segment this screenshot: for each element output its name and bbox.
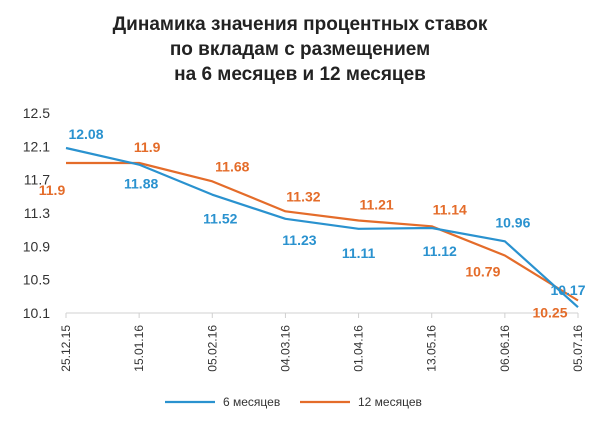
data-label-12-months: 11.9	[39, 182, 66, 198]
series-line-6-months	[65, 146, 579, 308]
data-label-12-months: 11.14	[433, 201, 467, 217]
chart-title-line: по вкладам с размещением	[170, 39, 430, 60]
data-label-12-months: 11.32	[286, 188, 320, 204]
data-label-12-months: 11.9	[134, 139, 161, 155]
x-tick-label: 05.02.16	[205, 325, 219, 372]
data-label-6-months: 11.88	[124, 176, 158, 192]
axes: 12.5 12.1 11.7 11.3 10.9 10.5 10.1 25.12.15 15.0…	[23, 105, 585, 372]
y-tick-label: 10.1	[23, 305, 50, 321]
chart-title-line: на 6 месяцев и 12 месяцев	[174, 64, 426, 85]
x-tick-label: 25.12.15	[59, 325, 73, 372]
legend-label: 12 месяцев	[358, 395, 422, 409]
x-tick-label: 15.01.16	[132, 325, 146, 372]
data-label-6-months: 10.17	[550, 282, 585, 298]
series-line-12-months	[66, 161, 579, 302]
data-label-12-months: 10.25	[532, 305, 567, 321]
data-label-12-months: 10.79	[465, 264, 500, 280]
series-lines	[65, 146, 579, 308]
data-label-6-months: 11.11	[342, 245, 376, 261]
data-label-12-months: 11.21	[359, 197, 393, 213]
y-tick-label: 11.3	[24, 205, 50, 221]
data-label-6-months: 12.08	[68, 126, 103, 142]
data-label-6-months: 10.96	[495, 214, 530, 230]
y-tick-label: 10.5	[23, 272, 50, 288]
x-tick-label: 04.03.16	[278, 325, 292, 372]
legend-label: 6 месяцев	[223, 395, 280, 409]
chart-title: Динамика значения процентных ставок по вк…	[113, 14, 488, 85]
x-tick-label: 06.06.16	[498, 325, 512, 372]
y-tick-label: 12.1	[23, 138, 50, 154]
x-tick-label: 01.04.16	[352, 325, 366, 372]
x-tick-label: 13.05.16	[425, 325, 439, 372]
legend: 6 месяцев 12 месяцев	[165, 395, 422, 409]
y-tick-label: 12.5	[23, 105, 50, 121]
data-label-6-months: 11.23	[282, 232, 316, 248]
x-tick-label: 05.07.16	[571, 325, 585, 372]
data-label-6-months: 11.52	[203, 211, 237, 227]
y-tick-label: 10.9	[23, 238, 50, 254]
y-tick-label: 11.7	[24, 172, 50, 188]
data-label-12-months: 11.68	[215, 158, 249, 174]
chart-title-line: Динамика значения процентных ставок	[113, 14, 488, 35]
data-labels: 12.08 11.88 11.52 11.23 11.11 11.12 10.96 10.17…	[39, 126, 586, 321]
data-label-6-months: 11.12	[423, 243, 457, 259]
